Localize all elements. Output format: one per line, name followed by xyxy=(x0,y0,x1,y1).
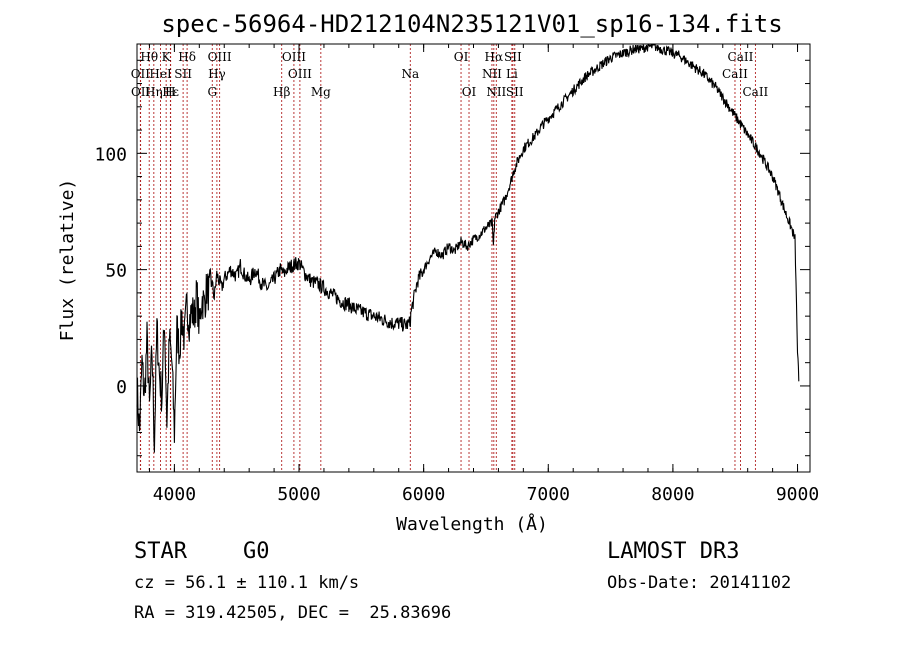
line-marker-label: Hγ xyxy=(208,67,226,81)
x-tick-label: 4000 xyxy=(153,484,196,505)
x-tick-label: 9000 xyxy=(776,484,819,505)
x-tick-label: 7000 xyxy=(527,484,570,505)
y-axis-label: Flux (relative) xyxy=(57,179,78,342)
line-marker-label: G xyxy=(207,85,217,99)
line-marker-label: CaII xyxy=(728,50,754,64)
line-marker-label: Hα xyxy=(485,50,504,64)
line-marker-label: OI xyxy=(454,50,469,64)
line-marker-label: OI xyxy=(462,85,477,99)
redshift-value: cz = 56.1 ± 110.1 km/s xyxy=(134,573,360,593)
y-tick-label: 50 xyxy=(105,261,127,282)
object-subclass: G0 xyxy=(243,539,270,564)
line-marker-label: SII xyxy=(174,67,192,81)
y-tick-label: 100 xyxy=(94,144,127,165)
line-marker-label: K xyxy=(162,50,172,64)
line-marker-label: OII xyxy=(131,67,151,81)
survey-name: LAMOST DR3 xyxy=(607,539,740,564)
line-marker-label: OIII xyxy=(282,50,306,64)
line-marker-label: Hε xyxy=(162,85,179,99)
line-marker-label: HeI xyxy=(149,67,172,81)
plot-frame xyxy=(136,43,811,473)
y-axis-ticks: 0 50 100 xyxy=(94,59,810,457)
line-marker-label: Hβ xyxy=(273,85,290,99)
line-marker-label: CaII xyxy=(742,85,768,99)
object-class: STAR xyxy=(134,539,187,564)
line-marker-label: OIII xyxy=(288,67,312,81)
line-marker-label: Hη xyxy=(145,85,163,99)
line-marker-label: Mg xyxy=(311,85,331,99)
line-marker-label: Hθ xyxy=(140,50,158,64)
line-marker-label: NII xyxy=(482,67,502,81)
x-tick-label: 8000 xyxy=(651,484,694,505)
x-tick-label: 6000 xyxy=(402,484,445,505)
line-marker-label: OII xyxy=(131,85,151,99)
line-marker-label: CaII xyxy=(722,67,748,81)
x-tick-label: 5000 xyxy=(277,484,320,505)
line-marker-label: NII xyxy=(486,85,506,99)
line-marker-label: Na xyxy=(401,67,419,81)
x-axis-label: Wavelength (Å) xyxy=(396,513,548,535)
observation-date: Obs-Date: 20141102 xyxy=(607,573,792,593)
line-marker-label: Hδ xyxy=(178,50,196,64)
line-marker-label: SII xyxy=(506,85,524,99)
line-marker-label: OIII xyxy=(208,50,232,64)
x-axis-ticks: 4000 5000 6000 7000 8000 9000 xyxy=(148,44,819,505)
spectral-line-markers xyxy=(139,44,756,472)
line-marker-label: H xyxy=(165,85,175,99)
line-marker-label: SII xyxy=(504,50,522,64)
y-tick-label: 0 xyxy=(116,377,127,398)
chart-title: spec-56964-HD212104N235121V01_sp16-134.f… xyxy=(161,10,782,38)
line-marker-label: Li xyxy=(506,67,518,81)
spectrum-series-line xyxy=(136,43,800,453)
coordinates: RA = 319.42505, DEC = 25.83696 xyxy=(134,603,452,623)
